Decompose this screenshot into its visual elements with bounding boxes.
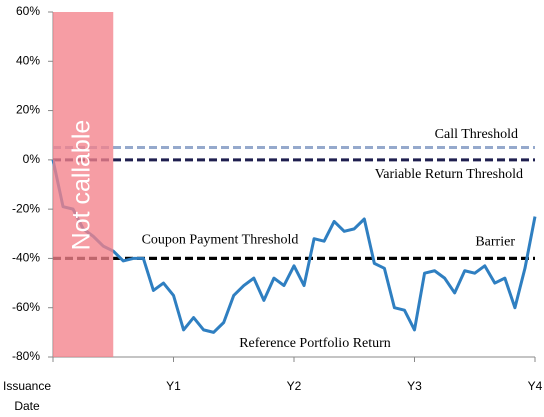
y-tick-label: 40% [16, 53, 40, 67]
y-tick-label: -40% [12, 251, 40, 265]
x-tick-label: Y2 [287, 379, 302, 393]
y-tick-label: 0% [23, 152, 41, 166]
threshold-label: Barrier [475, 235, 515, 250]
y-tick-label: -60% [12, 300, 40, 314]
threshold-label: Variable Return Threshold [375, 167, 523, 182]
region-label: Not callable [68, 120, 96, 251]
x-tick-label: Y4 [528, 379, 543, 393]
y-tick-label: 60% [16, 4, 40, 18]
x-tick-label: Issuance Date [3, 379, 51, 413]
series-line [51, 159, 537, 334]
series-label: Reference Portfolio Return [239, 336, 391, 351]
shaded-region [53, 12, 114, 357]
y-tick-label: -20% [12, 201, 40, 215]
y-tick-label: -80% [12, 349, 40, 363]
threshold-label: Coupon Payment Threshold [142, 233, 299, 248]
x-tick-label-line: Issuance [3, 379, 51, 393]
x-tick-label-line: Date [14, 399, 40, 413]
x-tick-label: Y1 [166, 379, 181, 393]
x-tick-label: Y3 [407, 379, 422, 393]
threshold-label: Call Threshold [435, 127, 518, 142]
y-tick-label: 20% [16, 103, 40, 117]
